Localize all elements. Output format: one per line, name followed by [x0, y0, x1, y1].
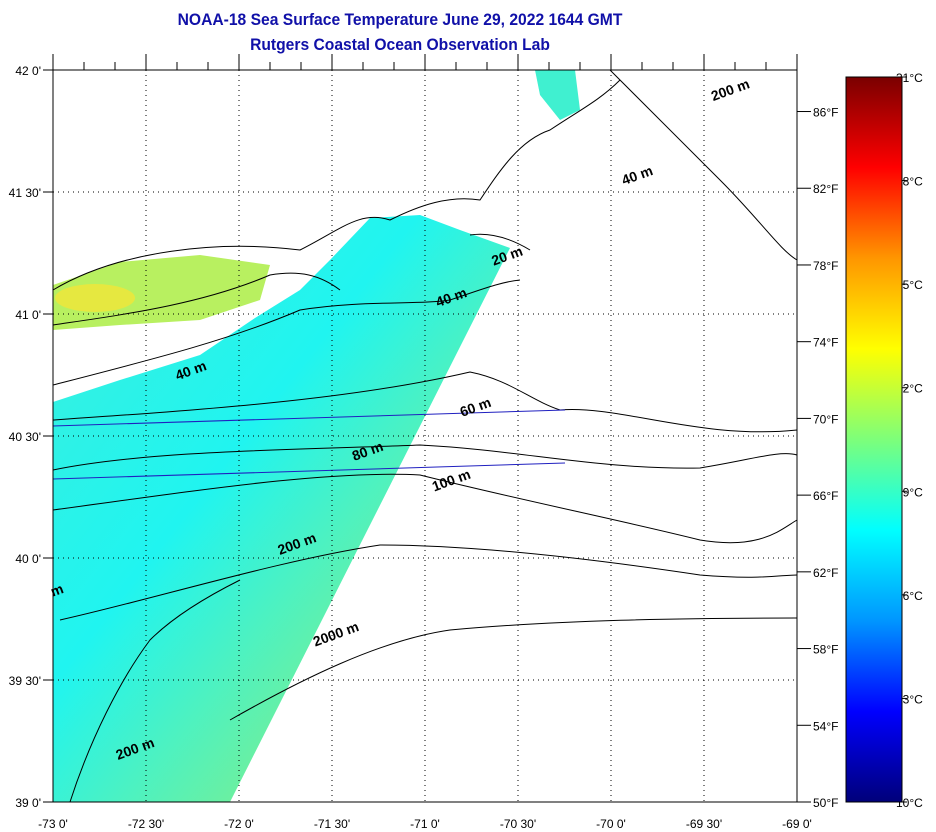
contour-20m: [469, 233, 531, 251]
lat-label: 41 0': [15, 308, 41, 322]
celsius-label: 25°C: [896, 278, 923, 292]
contour-2000m: [229, 617, 798, 721]
contour-80m: [52, 444, 798, 471]
contour-200m: [59, 544, 798, 621]
celsius-label: 19°C: [896, 485, 923, 499]
axes: -73 0' -72 30' -72 0' -71 30' -71 0' -70 30' -…: [9, 54, 923, 831]
lat-label: 39 30': [9, 674, 41, 688]
coastline-long-island: [52, 272, 341, 326]
lon-label: -72 30': [128, 817, 164, 831]
lon-label: -73 0': [38, 817, 68, 831]
fahrenheit-label: 58°F: [813, 643, 838, 657]
contour-60m: [52, 371, 798, 433]
contour-label: 40 m: [619, 162, 654, 188]
contour-200m-south: [69, 579, 241, 803]
colorbar: [845, 76, 903, 803]
fahrenheit-label: 78°F: [813, 259, 838, 273]
celsius-label: 13°C: [896, 692, 923, 706]
coastline: [52, 79, 621, 291]
contour-40m: [52, 279, 521, 386]
fahrenheit-label: 62°F: [813, 566, 838, 580]
lon-label: -71 0': [410, 817, 440, 831]
sst-swath: [53, 70, 580, 802]
celsius-label: 28°C: [896, 175, 923, 189]
lon-label: -70 30': [500, 817, 536, 831]
sst-data-north: [535, 70, 580, 120]
transect-line: [52, 462, 566, 480]
transect-line: [52, 409, 566, 427]
map-subtitle: Rutgers Coastal Ocean Observation Lab: [250, 35, 550, 54]
graticule: [53, 70, 797, 802]
fahrenheit-label: 74°F: [813, 336, 838, 350]
fahrenheit-label: 86°F: [813, 106, 838, 120]
fahrenheit-label: 82°F: [813, 182, 838, 196]
contour-100m: [52, 473, 798, 544]
lon-label: -71 30': [314, 817, 350, 831]
lon-label: -70 0': [596, 817, 626, 831]
celsius-label: 31°C: [896, 71, 923, 85]
contour-label: 200 m: [709, 75, 752, 104]
bathymetry-contours: [52, 69, 798, 803]
lat-label: 42 0': [15, 64, 41, 78]
fahrenheit-label: 70°F: [813, 412, 838, 426]
contour-gulf-of-maine: [609, 69, 798, 261]
contour-label: 100 m: [430, 466, 473, 495]
lon-label: -72 0': [224, 817, 254, 831]
celsius-label: 10°C: [896, 796, 923, 810]
celsius-label: 16°C: [896, 589, 923, 603]
lon-label: -69 30': [686, 817, 722, 831]
sst-warm-patch: [55, 284, 135, 312]
contour-label: 60 m: [458, 394, 493, 420]
lat-label: 39 0': [15, 796, 41, 810]
fahrenheit-label: 54°F: [813, 719, 838, 733]
map-title: NOAA-18 Sea Surface Temperature June 29,…: [177, 10, 623, 29]
lat-label: 40 0': [15, 552, 41, 566]
sst-data-area: [53, 215, 510, 802]
lon-label: -69 0': [782, 817, 812, 831]
fahrenheit-label: 66°F: [813, 489, 838, 503]
celsius-label: 22°C: [896, 382, 923, 396]
fahrenheit-label: 50°F: [813, 796, 838, 810]
lat-label: 40 30': [9, 430, 41, 444]
lat-label: 41 30': [9, 186, 41, 200]
